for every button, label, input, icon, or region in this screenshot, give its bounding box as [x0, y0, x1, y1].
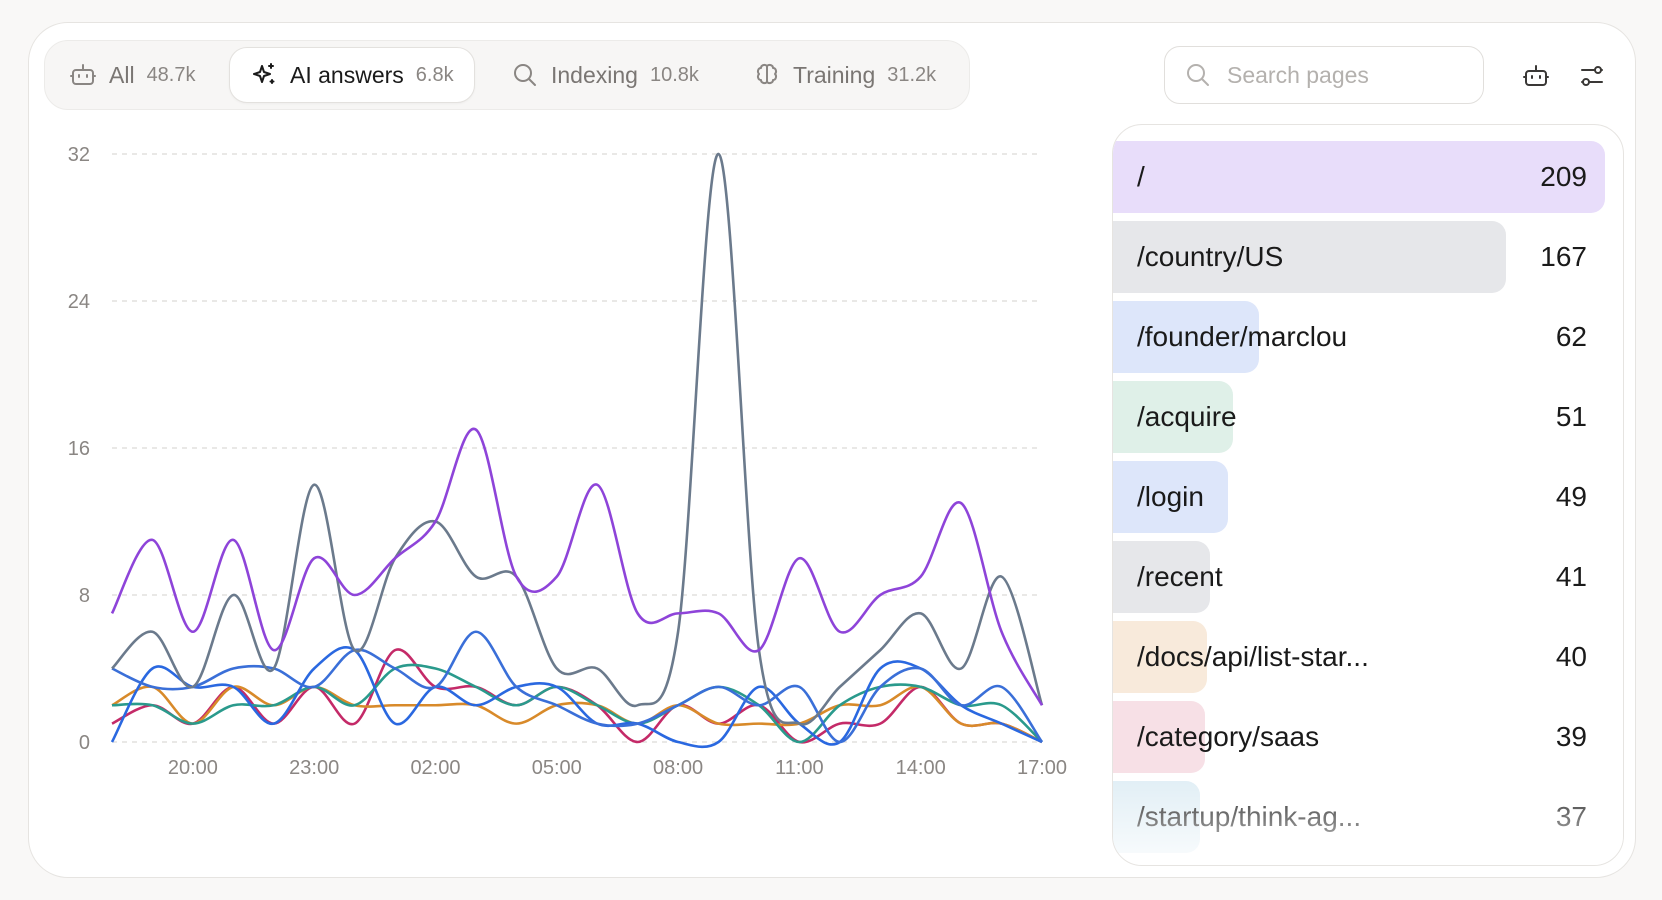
y-tick-label: 16: [68, 438, 90, 460]
line-chart: 0 8 16 24 32 20:00 23:00 02:00 05:00 08:00 11:00 14…: [40, 130, 1090, 830]
y-tick-label: 8: [79, 585, 90, 607]
page-count: 39: [1555, 721, 1587, 752]
page-count: 40: [1555, 641, 1587, 672]
page-row[interactable]: /category/saas 39: [1113, 701, 1611, 773]
tab-indexing[interactable]: Indexing 10.8k: [511, 47, 699, 103]
series-line-1: [111, 152, 1044, 726]
tab-count: 31.2k: [887, 63, 937, 86]
page-row[interactable]: /acquire 51: [1113, 381, 1611, 453]
page-bar: [1113, 541, 1210, 613]
page-bar: [1113, 621, 1208, 693]
x-tick-label: 20:00: [168, 757, 218, 779]
page-count: 37: [1555, 801, 1587, 832]
page-row[interactable]: /country/US 167: [1113, 221, 1611, 293]
page-path: /login: [1137, 481, 1204, 512]
page-path: /docs/api/list-star...: [1137, 641, 1369, 672]
tab-label: All: [109, 61, 135, 88]
y-tick-label: 24: [68, 291, 90, 313]
x-tick-label: 23:00: [289, 757, 339, 779]
x-tick-label: 05:00: [532, 757, 582, 779]
series-line-4: [111, 663, 1043, 744]
robot-icon: [1523, 65, 1549, 86]
page-bar: [1113, 141, 1605, 213]
sliders-icon: [1581, 66, 1603, 86]
page-path: /category/saas: [1137, 721, 1320, 752]
robot-icon: [70, 64, 96, 85]
bot-filter-button[interactable]: [1518, 58, 1554, 94]
line-chart-svg: 0 8 16 24 32 20:00 23:00 02:00 05:00 08:00 11:00 14…: [68, 144, 1067, 779]
page-count: 209: [1540, 161, 1587, 192]
page-row[interactable]: /founder/marclou 62: [1113, 301, 1611, 373]
page-row[interactable]: /docs/api/list-star... 40: [1113, 621, 1611, 693]
tab-count: 48.7k: [146, 63, 196, 86]
page-row[interactable]: / 209: [1113, 141, 1611, 213]
x-tick-label: 02:00: [410, 757, 460, 779]
page-row[interactable]: /recent 41: [1113, 541, 1611, 613]
search-box: [1164, 46, 1484, 104]
tab-label: AI answers: [290, 61, 404, 88]
page-count: 51: [1555, 401, 1587, 432]
y-tick-label: 0: [79, 732, 90, 754]
brain-icon: [756, 63, 778, 85]
page-bar: [1113, 221, 1507, 293]
page-count: 41: [1555, 561, 1587, 592]
page-count: 62: [1555, 321, 1587, 352]
page-count: 167: [1540, 241, 1587, 272]
sparkles-icon: [253, 63, 275, 84]
page-path: /startup/think-ag...: [1137, 801, 1362, 832]
series-line-0: [110, 427, 1044, 706]
tab-training[interactable]: Training 31.2k: [753, 47, 936, 103]
page-row[interactable]: /startup/think-ag... 37: [1113, 781, 1611, 853]
tab-label: Indexing: [551, 61, 638, 88]
page-bar: [1113, 301, 1259, 373]
page-path: /founder/marclou: [1137, 321, 1348, 352]
settings-button[interactable]: [1574, 58, 1610, 94]
x-tick-label: 17:00: [1017, 757, 1067, 779]
page-bar: [1113, 701, 1205, 773]
page-count: 49: [1555, 481, 1587, 512]
page-row[interactable]: /login 49: [1113, 461, 1611, 533]
series-line-6: [111, 648, 1043, 744]
tab-count: 6.8k: [415, 63, 454, 86]
x-tick-label: 14:00: [896, 757, 946, 779]
page-path: /: [1137, 161, 1145, 192]
search-icon: [514, 64, 536, 86]
tab-all[interactable]: All 48.7k: [69, 47, 196, 103]
y-tick-label: 32: [68, 144, 90, 166]
top-pages-list: / 209/country/US 167/founder/marclou 62/acq…: [1112, 124, 1624, 866]
page-path: /recent: [1137, 561, 1223, 592]
tab-label: Training: [793, 61, 876, 88]
traffic-type-tabs: All 48.7k AI answers 6.8k Indexing 10.8k…: [44, 40, 970, 110]
page-bar: [1113, 381, 1234, 453]
search-icon: [1187, 64, 1209, 86]
x-tick-label: 11:00: [775, 757, 824, 779]
series-line-2: [111, 630, 1044, 744]
page-path: /country/US: [1137, 241, 1284, 272]
search-input[interactable]: [1227, 61, 1447, 89]
tab-count: 10.8k: [649, 63, 699, 86]
page-path: /acquire: [1137, 401, 1237, 432]
series-line-3: [110, 646, 1043, 749]
x-tick-label: 08:00: [653, 757, 703, 779]
tab-ai-answers[interactable]: AI answers 6.8k: [229, 47, 475, 103]
page-bar: [1113, 461, 1229, 533]
